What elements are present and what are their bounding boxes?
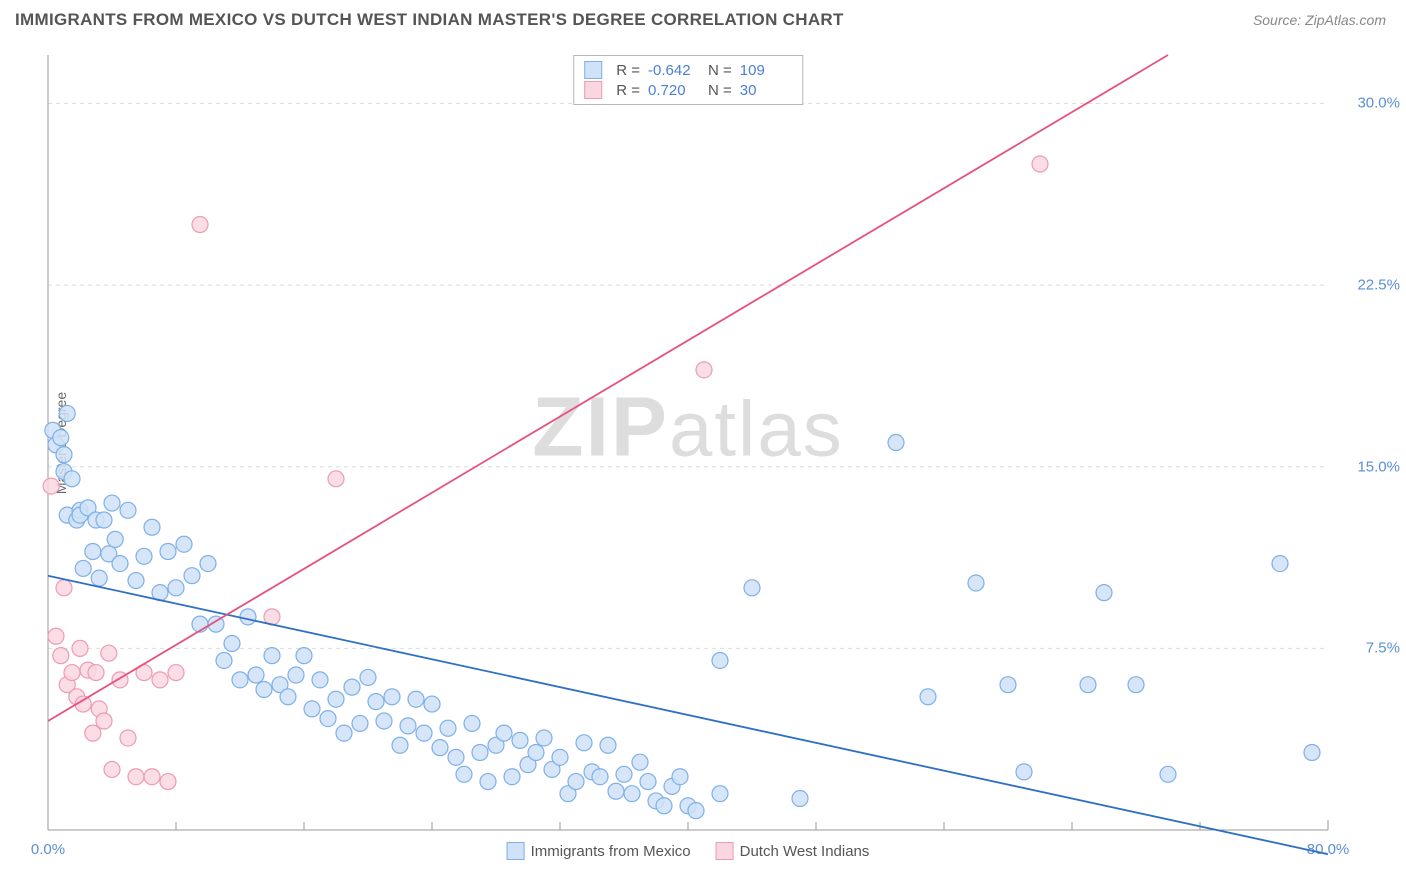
- r-value-1: 0.720: [648, 82, 700, 99]
- n-value-0: 109: [740, 62, 792, 79]
- r-label-0: R =: [616, 62, 640, 79]
- legend-label-1: Dutch West Indians: [740, 843, 870, 860]
- legend-swatch-1-icon: [716, 842, 734, 860]
- n-label-1: N =: [708, 82, 732, 99]
- legend-item-1: Dutch West Indians: [716, 842, 870, 860]
- y-tick-label: 15.0%: [1357, 458, 1400, 475]
- n-label-0: N =: [708, 62, 732, 79]
- chart-title: IMMIGRANTS FROM MEXICO VS DUTCH WEST IND…: [15, 10, 844, 30]
- legend-swatch-0-icon: [507, 842, 525, 860]
- y-tick-label: 7.5%: [1366, 640, 1400, 657]
- r-value-0: -0.642: [648, 62, 700, 79]
- legend-item-0: Immigrants from Mexico: [507, 842, 691, 860]
- correlation-legend: R = -0.642 N = 109 R = 0.720 N = 30: [573, 55, 803, 105]
- legend-label-0: Immigrants from Mexico: [531, 843, 691, 860]
- n-value-1: 30: [740, 82, 792, 99]
- scatter-plot: [48, 55, 1328, 830]
- y-tick-label: 22.5%: [1357, 277, 1400, 294]
- legend-row-series-0: R = -0.642 N = 109: [584, 60, 792, 80]
- legend-swatch-0: [584, 61, 602, 79]
- y-tick-label: 30.0%: [1357, 95, 1400, 112]
- x-tick-label: 80.0%: [1307, 841, 1350, 858]
- chart-source: Source: ZipAtlas.com: [1253, 12, 1386, 28]
- chart-container: Master's Degree ZIPatlas R = -0.642 N = …: [48, 55, 1328, 830]
- r-label-1: R =: [616, 82, 640, 99]
- legend-swatch-1: [584, 81, 602, 99]
- legend-row-series-1: R = 0.720 N = 30: [584, 80, 792, 100]
- chart-header: IMMIGRANTS FROM MEXICO VS DUTCH WEST IND…: [0, 0, 1406, 35]
- x-tick-label: 0.0%: [31, 841, 65, 858]
- series-legend: Immigrants from Mexico Dutch West Indian…: [507, 842, 870, 860]
